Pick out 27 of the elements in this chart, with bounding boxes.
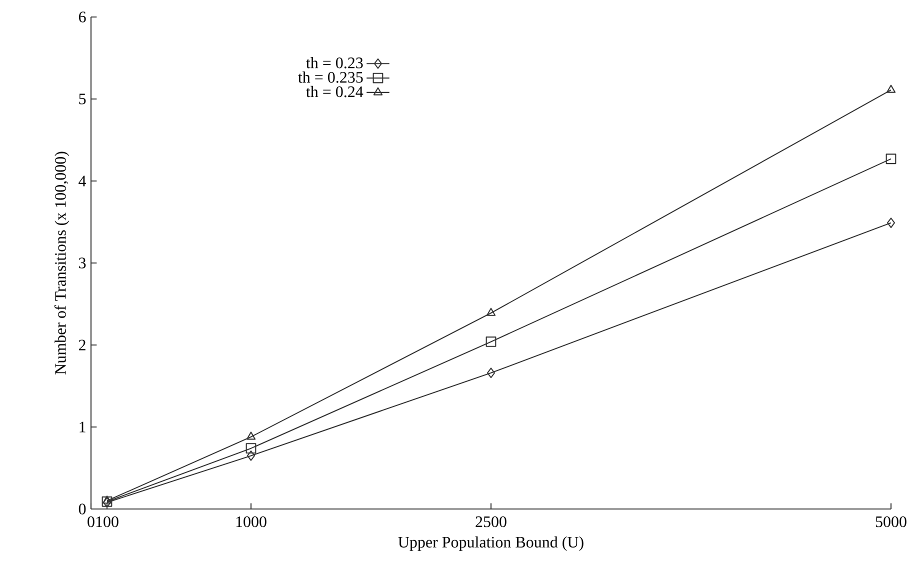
y-tick-label: 6 (78, 12, 86, 22)
point (886, 154, 896, 164)
x-tick-label: 1000 (236, 516, 266, 528)
point (486, 336, 496, 347)
point (486, 308, 496, 316)
legend-label: th = 0.24 (306, 86, 364, 98)
x-tick-label: 100 (96, 516, 118, 528)
point (246, 450, 256, 461)
y-tick-label: 3 (79, 258, 86, 268)
legend-label: th = 0.235 (298, 71, 363, 83)
point (102, 496, 112, 504)
point (246, 443, 256, 454)
x-axis-title: Upper Population Bound (U) (398, 536, 584, 551)
y-axis-title: Number of Transitions (x 100,000) (54, 152, 70, 374)
x-tick-label: 2500 (476, 516, 506, 528)
point (886, 218, 896, 228)
y-tick-label: 1 (80, 422, 86, 432)
y-tick-label: 5 (79, 94, 86, 104)
legend-label: th = 0.23 (306, 57, 363, 68)
point (246, 432, 256, 440)
x-tick-label: 5000 (876, 516, 906, 528)
point (886, 84, 896, 93)
y-tick-label: 4 (78, 176, 86, 186)
y-tick-label: 2 (79, 340, 86, 350)
x-tick-label: 0 (88, 516, 94, 528)
y-tick-label: 0 (78, 504, 86, 514)
point (486, 368, 496, 378)
